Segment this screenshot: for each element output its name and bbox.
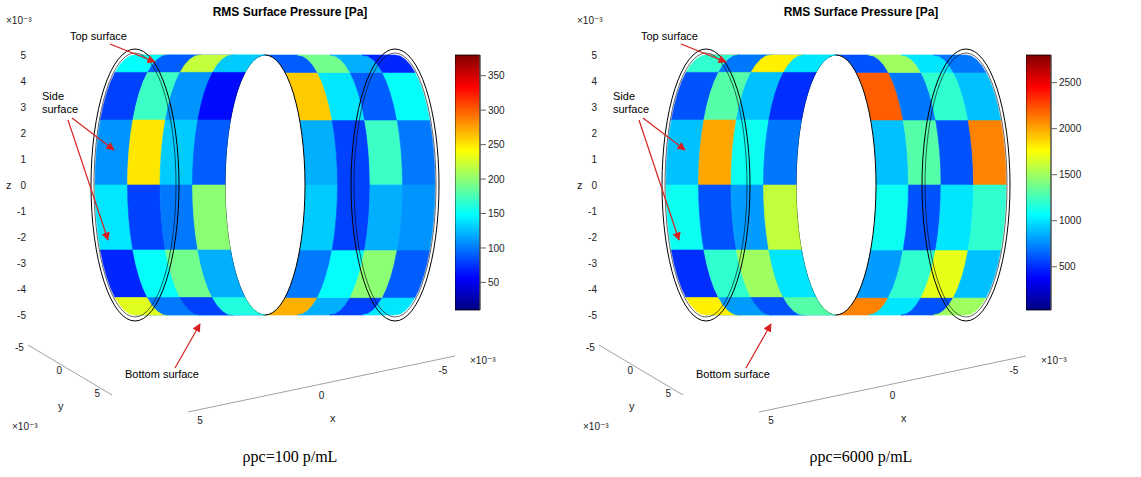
svg-text:y: y	[58, 400, 64, 412]
svg-text:2000: 2000	[1059, 123, 1082, 134]
svg-text:Bottom surface: Bottom surface	[696, 368, 770, 380]
svg-text:-5: -5	[438, 365, 447, 376]
svg-text:3: 3	[591, 102, 597, 113]
svg-text:×10⁻³: ×10⁻³	[6, 15, 32, 26]
svg-text:-3: -3	[588, 258, 597, 269]
svg-text:×10⁻³: ×10⁻³	[583, 421, 609, 432]
svg-text:RMS Surface Pressure [Pa]: RMS Surface Pressure [Pa]	[784, 5, 939, 19]
svg-text:500: 500	[1059, 261, 1076, 272]
svg-text:200: 200	[488, 174, 505, 185]
svg-text:50: 50	[488, 277, 500, 288]
svg-text:×10⁻³: ×10⁻³	[12, 421, 38, 432]
svg-text:Top surface: Top surface	[70, 30, 127, 42]
svg-text:5: 5	[591, 50, 597, 61]
svg-text:-5: -5	[17, 310, 26, 321]
svg-text:350: 350	[488, 70, 505, 81]
svg-text:y: y	[629, 400, 635, 412]
svg-text:-2: -2	[17, 232, 26, 243]
svg-text:2: 2	[20, 128, 26, 139]
svg-text:Bottom surface: Bottom surface	[125, 368, 199, 380]
svg-text:surface: surface	[613, 103, 649, 115]
svg-text:1000: 1000	[1059, 215, 1082, 226]
svg-text:100: 100	[488, 243, 505, 254]
svg-text:Side: Side	[613, 90, 635, 102]
svg-text:-4: -4	[17, 284, 26, 295]
svg-text:-2: -2	[588, 232, 597, 243]
svg-text:2: 2	[591, 128, 597, 139]
svg-text:x: x	[330, 412, 336, 424]
svg-text:-5: -5	[1009, 365, 1018, 376]
svg-text:5: 5	[95, 388, 101, 399]
svg-text:-3: -3	[17, 258, 26, 269]
svg-text:4: 4	[591, 76, 597, 87]
svg-text:-5: -5	[15, 342, 24, 353]
svg-text:RMS Surface Pressure [Pa]: RMS Surface Pressure [Pa]	[213, 5, 368, 19]
svg-text:-5: -5	[586, 342, 595, 353]
svg-text:-4: -4	[588, 284, 597, 295]
svg-text:2500: 2500	[1059, 77, 1082, 88]
svg-text:0: 0	[20, 180, 26, 191]
svg-text:0: 0	[591, 180, 597, 191]
svg-text:-1: -1	[17, 206, 26, 217]
svg-text:ρpc=100 p/mL: ρpc=100 p/mL	[243, 448, 338, 466]
svg-text:z: z	[6, 179, 12, 191]
svg-text:×10⁻³: ×10⁻³	[1041, 355, 1067, 366]
svg-text:z: z	[577, 179, 583, 191]
svg-text:150: 150	[488, 208, 505, 219]
svg-text:Side: Side	[42, 90, 64, 102]
svg-text:250: 250	[488, 139, 505, 150]
svg-text:5: 5	[20, 50, 26, 61]
svg-text:surface: surface	[42, 103, 78, 115]
svg-text:×10⁻³: ×10⁻³	[577, 15, 603, 26]
svg-text:×10⁻³: ×10⁻³	[470, 355, 496, 366]
svg-text:0: 0	[56, 365, 62, 376]
svg-text:5: 5	[666, 388, 672, 399]
svg-text:300: 300	[488, 105, 505, 116]
svg-text:3: 3	[20, 102, 26, 113]
svg-text:x: x	[901, 412, 907, 424]
svg-text:Top surface: Top surface	[641, 30, 698, 42]
svg-text:0: 0	[319, 390, 325, 401]
svg-text:ρpc=6000 p/mL: ρpc=6000 p/mL	[810, 448, 913, 466]
svg-text:0: 0	[627, 365, 633, 376]
svg-text:4: 4	[20, 76, 26, 87]
svg-text:-5: -5	[588, 310, 597, 321]
svg-text:5: 5	[768, 415, 774, 426]
svg-text:-1: -1	[588, 206, 597, 217]
svg-text:1: 1	[591, 154, 597, 165]
svg-text:0: 0	[890, 390, 896, 401]
svg-text:1500: 1500	[1059, 169, 1082, 180]
svg-text:1: 1	[20, 154, 26, 165]
svg-text:5: 5	[197, 415, 203, 426]
